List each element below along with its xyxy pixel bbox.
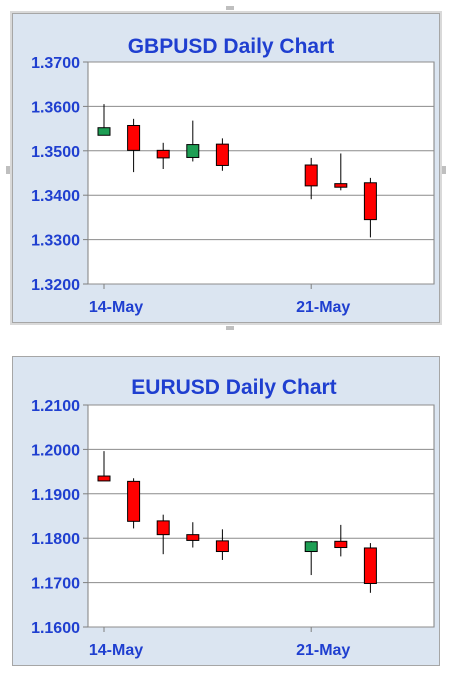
y-tick-label: 1.2000 xyxy=(31,442,80,459)
gbpusd-chart: GBPUSD Daily Chart 1.3200 1.3300 1.3400 1.3… xyxy=(6,6,446,330)
candle-body-down xyxy=(304,164,318,187)
candle xyxy=(97,451,111,482)
candle-body-down xyxy=(215,540,229,553)
y-tick-label: 1.1900 xyxy=(31,487,80,504)
chart-title: GBPUSD Daily Chart xyxy=(128,35,335,58)
y-tick-label: 1.2100 xyxy=(31,398,80,415)
y-tick-label: 1.3400 xyxy=(31,188,80,205)
resize-handle-top[interactable] xyxy=(226,6,234,10)
y-tick-label: 1.3600 xyxy=(31,99,80,116)
chart-title: EURUSD Daily Chart xyxy=(131,376,336,399)
candle xyxy=(97,104,111,136)
y-tick-label: 1.3500 xyxy=(31,144,80,161)
eurusd-chart-svg: EURUSD Daily Chart 1.1600 1.1700 1.1800 1.1… xyxy=(31,376,435,659)
resize-handle-left[interactable] xyxy=(6,166,10,174)
candle-body-down xyxy=(363,547,377,584)
candle xyxy=(186,522,200,548)
y-tick-label: 1.1600 xyxy=(31,620,80,637)
y-tick-label: 1.3200 xyxy=(31,277,80,294)
candle-body-down xyxy=(127,124,141,151)
y-tick-label: 1.1800 xyxy=(31,531,80,548)
candle xyxy=(304,540,318,576)
candle xyxy=(127,478,141,529)
y-tick-label: 1.3300 xyxy=(31,233,80,250)
plot-area xyxy=(87,404,435,628)
candle xyxy=(186,120,200,162)
candle xyxy=(334,524,348,557)
candle-body-up xyxy=(304,541,318,553)
candle xyxy=(156,142,170,170)
candle-body-down xyxy=(156,149,170,159)
gbpusd-chart-svg: GBPUSD Daily Chart 1.3200 1.3300 1.3400 1.3… xyxy=(31,35,435,316)
candle xyxy=(215,529,229,560)
candle-body-down xyxy=(334,183,348,188)
candle-body-down xyxy=(363,182,377,221)
x-tick-label: 14-May xyxy=(89,642,143,659)
resize-handle-bottom[interactable] xyxy=(226,326,234,330)
candle xyxy=(363,543,377,593)
candle xyxy=(304,157,318,200)
eurusd-chart: EURUSD Daily Chart 1.1600 1.1700 1.1800 1.1… xyxy=(12,356,440,666)
x-tick-label: 21-May xyxy=(296,642,350,659)
candle-body-down xyxy=(97,475,111,482)
candle xyxy=(334,153,348,191)
x-tick-label: 21-May xyxy=(296,299,350,316)
candle-body-down xyxy=(215,143,229,166)
candle xyxy=(215,138,229,171)
candle xyxy=(156,514,170,555)
candle-body-up xyxy=(186,144,200,158)
plot-area xyxy=(87,61,435,285)
x-tick-label: 14-May xyxy=(89,299,143,316)
candle-body-up xyxy=(97,127,111,136)
candle xyxy=(363,177,377,238)
candle-body-down xyxy=(127,480,141,522)
candle-body-down xyxy=(156,520,170,536)
candle-body-down xyxy=(186,534,200,541)
resize-handle-right[interactable] xyxy=(442,166,446,174)
y-tick-label: 1.1700 xyxy=(31,576,80,593)
y-tick-label: 1.3700 xyxy=(31,55,80,72)
candle xyxy=(127,118,141,173)
candle-body-down xyxy=(334,540,348,549)
